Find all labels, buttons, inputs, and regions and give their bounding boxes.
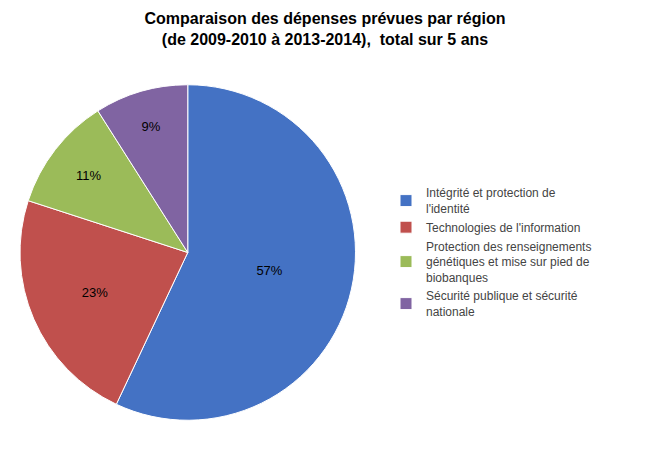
- svg-text:23%: 23%: [82, 285, 108, 300]
- svg-text:Sécurité publique et sécuritén: Sécurité publique et sécuriténationale: [426, 289, 578, 319]
- svg-text:Technologies de l'information: Technologies de l'information: [426, 221, 580, 235]
- svg-text:Comparaison des dépenses prévu: Comparaison des dépenses prévues par rég…: [144, 10, 505, 48]
- svg-text:Intégrité et protection del'id: Intégrité et protection del'identité: [426, 186, 556, 216]
- svg-text:9%: 9%: [142, 119, 161, 134]
- svg-text:Protection des renseignementsg: Protection des renseignementsgénétiques …: [426, 240, 591, 285]
- svg-text:11%: 11%: [76, 168, 101, 183]
- svg-text:57%: 57%: [256, 263, 282, 278]
